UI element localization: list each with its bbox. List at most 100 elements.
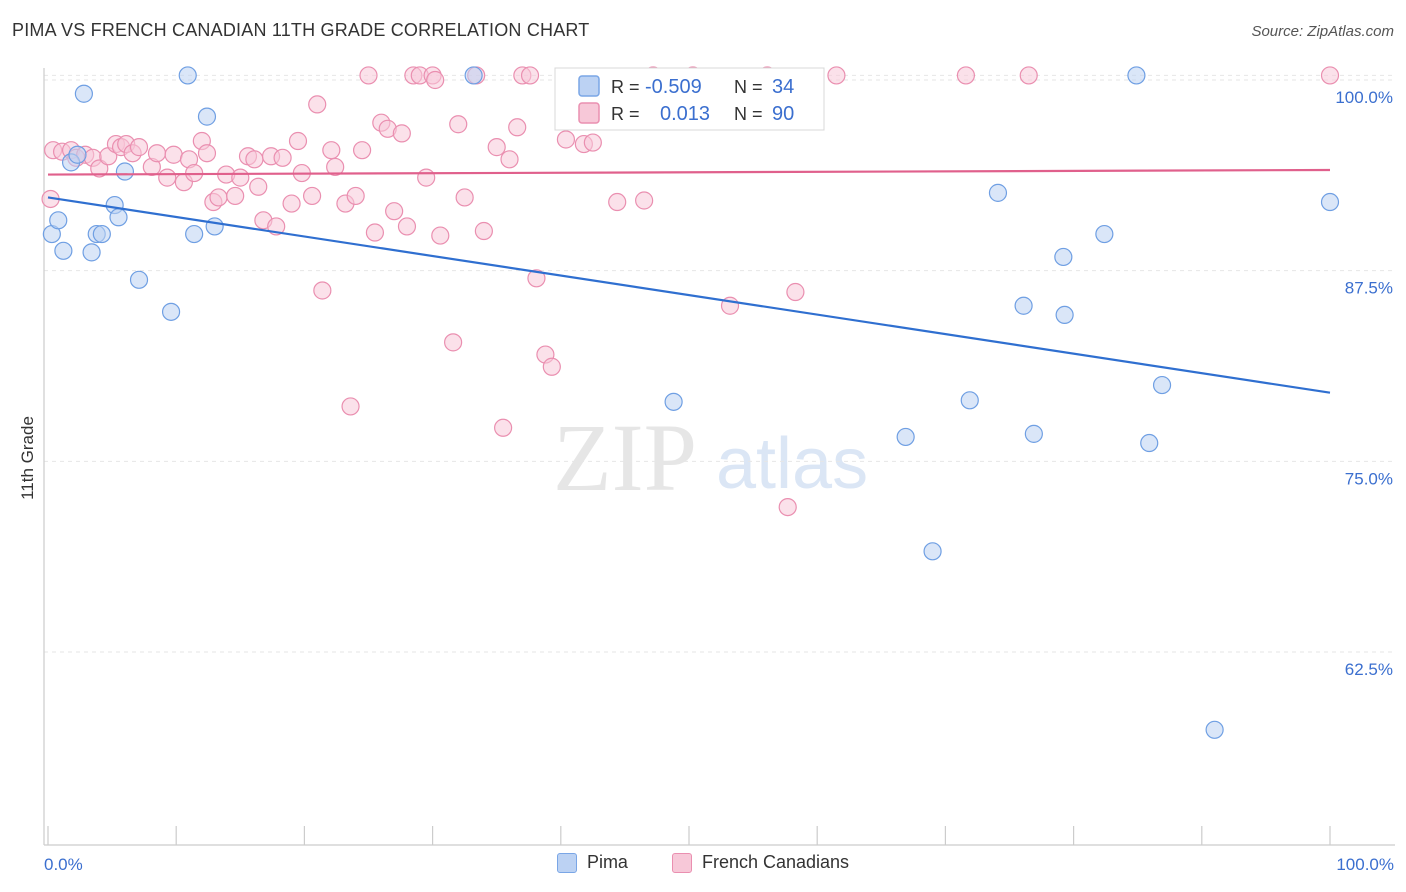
pima-point	[988, 183, 1008, 202]
french-canadians-point	[245, 150, 264, 169]
pima-point	[185, 224, 204, 244]
french-canadians-point	[494, 418, 513, 437]
french-canadians-point	[417, 168, 436, 187]
watermark: ZIP atlas	[553, 404, 868, 511]
french-canadians-point	[444, 333, 463, 352]
french-canadians-point	[302, 186, 322, 206]
pima-point	[129, 270, 149, 289]
pima-trend-line	[47, 196, 1331, 394]
french-canadians-point	[431, 226, 450, 245]
pima-point	[109, 208, 128, 227]
legend-entry-french[interactable]: French Canadians	[671, 852, 850, 873]
pima-points	[42, 66, 1340, 739]
pima-point	[960, 391, 979, 410]
stats-r-label-pima: R =	[611, 77, 640, 97]
chart-title: PIMA VS FRENCH CANADIAN 11TH GRADE CORRE…	[12, 20, 590, 40]
french-canadians-point	[365, 223, 385, 242]
stats-n-label-pima: N =	[734, 77, 763, 97]
stats-n-value-french: 90	[772, 103, 794, 125]
pima-point	[74, 84, 93, 103]
y-tick-label: 75.0%	[1345, 469, 1393, 488]
pima-point	[896, 427, 915, 447]
y-tick-label: 100.0%	[1335, 88, 1393, 107]
french-canadians-point	[209, 188, 228, 207]
french-canadians-point	[352, 141, 372, 160]
stats-r-label-french: R =	[611, 104, 640, 124]
pima-point	[115, 162, 135, 181]
watermark-atlas: atlas	[716, 424, 868, 504]
french-canadians-trend-line	[47, 168, 1331, 176]
pima-point	[1152, 375, 1172, 395]
pima-point	[82, 243, 101, 262]
pima-point	[1014, 296, 1033, 315]
pima-point	[1054, 247, 1073, 267]
french-canadians-point	[397, 217, 417, 236]
legend-label-pima: Pima	[586, 852, 628, 872]
pima-point	[68, 145, 87, 164]
french-canadians-point	[474, 221, 493, 241]
legend-swatch-french	[671, 852, 692, 873]
pima-point	[205, 217, 224, 236]
french-canadians-point	[1019, 66, 1038, 85]
stats-legend-box	[554, 67, 825, 131]
french-canadians-point	[282, 194, 301, 213]
french-canadians-point	[508, 118, 527, 137]
french-canadians-point	[426, 70, 445, 90]
pima-point	[923, 542, 942, 561]
pima-point	[1127, 66, 1146, 85]
stats-legend: R = -0.509 N = 34 R = 0.013 N = 90	[554, 67, 825, 131]
pima-point	[1055, 305, 1074, 325]
legend-label-french: French Canadians	[701, 852, 850, 872]
french-canadians-point	[231, 168, 250, 187]
stats-r-value-pima: -0.509	[645, 76, 702, 98]
french-canadians-point	[226, 186, 245, 206]
french-canadians-point	[313, 281, 332, 300]
french-canadians-point	[341, 397, 360, 416]
y-tick-label: 62.5%	[1345, 660, 1393, 679]
pima-point	[197, 107, 217, 126]
french-canadians-point	[449, 115, 468, 134]
legend-entry-pima[interactable]: Pima	[556, 852, 628, 873]
french-canadians-point	[520, 66, 540, 85]
french-canadians-point	[308, 95, 327, 114]
pima-point	[664, 392, 683, 411]
pima-point	[92, 224, 111, 244]
stats-swatch-pima	[578, 75, 600, 97]
french-canadians-point	[487, 138, 506, 157]
french-canadians-point	[635, 191, 654, 210]
pima-point	[464, 66, 483, 85]
french-canadians-point	[346, 186, 365, 206]
stats-n-value-pima: 34	[772, 76, 794, 98]
x-tick-labels: 0.0% 100.0%	[44, 855, 1394, 874]
french-canadians-point	[385, 202, 404, 221]
x-ticks	[47, 826, 1331, 845]
french-canadians-point	[827, 66, 846, 85]
french-canadians-point	[249, 177, 268, 196]
french-canadians-point	[556, 130, 576, 149]
pima-point	[178, 66, 197, 85]
source-label: Source: ZipAtlas.com	[1251, 23, 1394, 40]
bottom-legend: Pima French Canadians	[0, 852, 1406, 873]
stats-swatch-french	[578, 102, 600, 124]
french-canadians-point	[778, 497, 797, 517]
french-canadians-point	[542, 357, 561, 376]
watermark-zip: ZIP	[553, 404, 697, 511]
french-canadians-point	[500, 150, 519, 169]
french-canadians-point	[129, 138, 149, 157]
french-canadians-point	[147, 144, 167, 163]
pima-point	[1320, 192, 1340, 212]
french-canadians-point	[956, 66, 976, 85]
french-canadians-point	[164, 145, 183, 164]
pima-point	[1205, 720, 1224, 739]
french-canadians-point	[608, 192, 627, 212]
legend-swatch-pima	[556, 852, 577, 873]
french-canadians-point	[158, 168, 177, 187]
pima-point	[1140, 433, 1159, 453]
y-tick-label: 87.5%	[1345, 279, 1393, 298]
french-canadians-point	[392, 124, 411, 143]
pima-point	[1024, 424, 1043, 443]
x-tick-label-max: 100.0%	[1336, 855, 1394, 874]
french-canadians-point	[359, 66, 378, 85]
french-canadians-point	[1320, 66, 1340, 85]
